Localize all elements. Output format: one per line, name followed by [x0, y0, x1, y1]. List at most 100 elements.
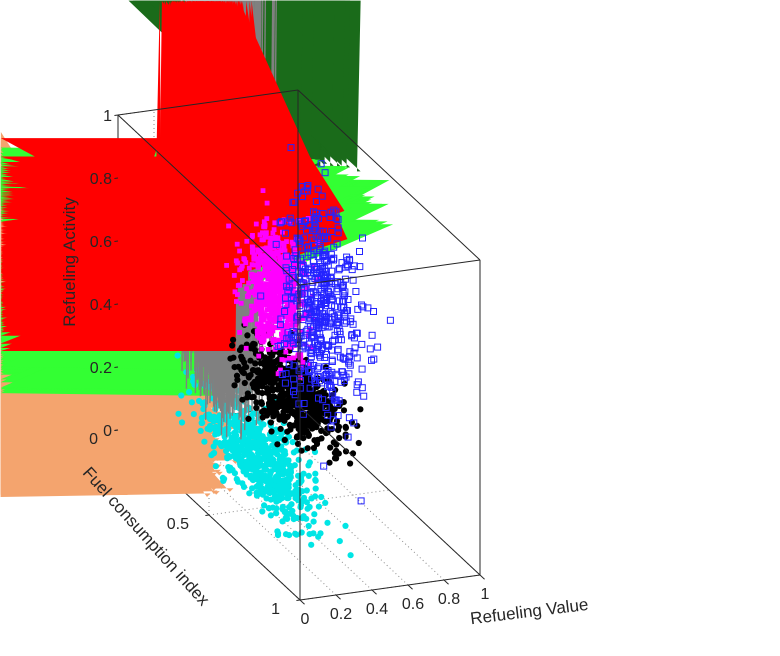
data-point	[300, 513, 307, 520]
data-point	[339, 289, 347, 297]
data-point	[246, 490, 253, 497]
data-point	[270, 379, 277, 387]
data-point	[295, 456, 302, 463]
data-point	[298, 355, 304, 361]
data-point	[282, 331, 287, 337]
data-point	[300, 400, 308, 407]
data-point	[347, 460, 354, 467]
data-point	[233, 372, 241, 379]
data-point	[268, 245, 274, 250]
data-point	[276, 317, 282, 323]
data-point	[267, 315, 273, 321]
data-point	[360, 392, 368, 400]
data-point	[253, 221, 259, 227]
data-point	[257, 330, 263, 336]
data-point	[333, 278, 341, 286]
data-point	[310, 264, 318, 272]
data-point	[237, 248, 242, 254]
data-point	[325, 381, 333, 389]
data-point	[291, 262, 296, 268]
data-point	[327, 292, 335, 300]
data-point	[246, 289, 252, 295]
z-tick-label: 0	[103, 423, 112, 440]
data-point	[285, 274, 291, 280]
data-point	[231, 364, 238, 371]
data-point	[324, 411, 332, 419]
data-point	[262, 294, 268, 300]
tick-mark	[114, 303, 119, 305]
data-point	[306, 503, 313, 511]
data-point	[386, 316, 394, 324]
data-point	[275, 296, 281, 301]
data-point	[314, 185, 322, 193]
data-point	[267, 419, 274, 426]
data-point	[215, 430, 222, 437]
data-point	[324, 519, 331, 526]
data-point	[281, 379, 289, 387]
data-point	[270, 230, 276, 236]
data-point	[296, 236, 304, 244]
data-point	[336, 434, 343, 442]
data-point	[243, 458, 250, 465]
data-point	[314, 324, 322, 332]
data-point	[353, 388, 361, 396]
data-point	[334, 216, 342, 224]
data-point	[271, 325, 277, 330]
data-point	[268, 331, 274, 337]
data-point	[261, 224, 266, 229]
data-point	[303, 499, 310, 506]
data-point	[261, 219, 267, 225]
data-point	[292, 245, 298, 251]
data-point	[245, 293, 251, 299]
data-point	[190, 411, 197, 418]
data-point	[341, 319, 349, 327]
data-point	[261, 317, 267, 323]
data-point	[324, 367, 332, 374]
data-point	[274, 441, 281, 448]
data-point	[243, 260, 249, 265]
data-point	[257, 292, 265, 300]
data-point	[280, 240, 285, 246]
data-point	[279, 357, 285, 362]
data-point	[281, 308, 289, 315]
data-point	[288, 323, 294, 328]
data-point	[370, 355, 378, 363]
data-point	[314, 365, 322, 373]
data-point	[287, 144, 295, 152]
data-point	[278, 267, 284, 273]
data-point	[283, 310, 288, 315]
data-point	[374, 343, 382, 351]
data-point	[286, 342, 292, 347]
data-point	[264, 230, 269, 236]
data-point	[289, 344, 295, 350]
data-point	[282, 531, 290, 538]
data-point	[249, 303, 254, 309]
data-point	[282, 300, 290, 308]
data-point	[289, 294, 297, 302]
data-point	[342, 424, 349, 431]
data-point	[359, 234, 366, 242]
data-point	[346, 348, 354, 356]
data-point	[348, 331, 356, 339]
data-point	[349, 320, 357, 328]
data-point	[319, 253, 327, 260]
data-point	[334, 347, 342, 355]
data-point	[174, 352, 181, 359]
data-point	[268, 477, 275, 484]
data-point	[252, 262, 257, 268]
data-point	[247, 433, 254, 440]
data-point	[252, 292, 258, 298]
data-point	[334, 412, 342, 420]
z-tick-label: 0.2	[90, 360, 112, 377]
data-point	[292, 487, 299, 494]
data-point	[274, 528, 281, 535]
data-point	[308, 495, 315, 502]
frame-edge	[297, 404, 481, 576]
data-point	[258, 438, 265, 445]
data-point	[269, 274, 274, 280]
data-point	[237, 462, 244, 469]
data-point	[273, 498, 280, 505]
data-point	[276, 342, 284, 350]
data-point	[322, 403, 330, 411]
data-point	[265, 347, 271, 352]
